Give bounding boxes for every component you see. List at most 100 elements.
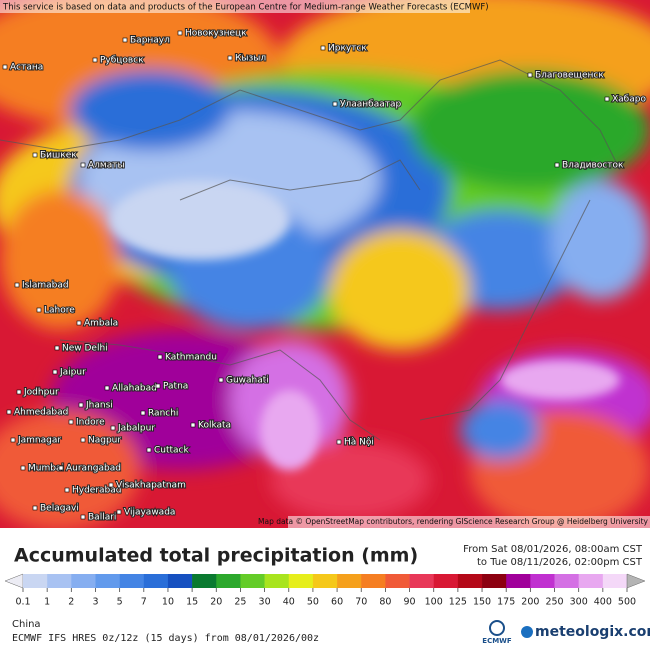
city-label: Kathmandu — [165, 353, 217, 363]
city-label: Jaipur — [59, 368, 86, 378]
city-dot — [32, 152, 38, 158]
city-label: Belagavi — [40, 504, 79, 514]
colorbar-tick-label: 300 — [570, 597, 588, 608]
city-label: Хабаро — [612, 95, 646, 105]
colorbar-segment — [288, 574, 314, 588]
city-dot — [80, 514, 86, 520]
legend-area: Accumulated total precipitation (mm) Fro… — [4, 544, 650, 645]
colorbar-arrow — [626, 573, 646, 589]
colorbar-tick-label: 0.1 — [15, 597, 30, 608]
city-label: Ahmedabad — [14, 408, 68, 418]
colorbar-segment — [433, 574, 459, 588]
city-label: Mumbai — [28, 464, 64, 474]
city-dot — [10, 437, 16, 443]
city-dot — [227, 55, 233, 61]
city-dot — [554, 162, 560, 168]
colorbar-segment — [264, 574, 290, 588]
city-dot — [54, 345, 60, 351]
city-dot — [20, 465, 26, 471]
city-dot — [190, 422, 196, 428]
colorbar-segment — [361, 574, 386, 588]
city-label: Nagpur — [88, 436, 121, 446]
colorbar-segment — [385, 574, 410, 588]
colorbar-tick-label: 90 — [404, 597, 416, 608]
colorbar-tick-label: 250 — [545, 597, 563, 608]
city-dot — [177, 30, 183, 36]
city-label: Владивосток — [562, 161, 624, 171]
colorbar-segment — [143, 574, 169, 588]
city-label: Allahabad — [112, 384, 157, 394]
city-label: Jhansi — [85, 401, 113, 411]
city-dot — [116, 509, 122, 515]
city-label: Рубцовск — [100, 56, 144, 66]
colorbar-tick-label: 2 — [68, 597, 74, 608]
city-label: Patna — [163, 382, 188, 392]
city-label: Астана — [10, 63, 43, 73]
colorbar-tick-label: 20 — [210, 597, 222, 608]
city-label: Visakhapatnam — [116, 481, 186, 491]
city-dot — [14, 282, 20, 288]
colorbar-tick-label: 25 — [234, 597, 246, 608]
city-dot — [16, 389, 22, 395]
city-dot — [80, 437, 86, 443]
city-label: Иркутск — [328, 44, 367, 54]
colorbar-tick-label: 10 — [162, 597, 174, 608]
precipitation-map: This service is based on data and produc… — [0, 0, 650, 528]
colorbar-tick-label: 100 — [425, 597, 443, 608]
city-dot — [52, 369, 58, 375]
colorbar-tick-label: 200 — [521, 597, 539, 608]
colorbar-segment — [23, 574, 48, 588]
city-dot — [78, 402, 84, 408]
colorbar-tick-label: 150 — [473, 597, 491, 608]
city-dot — [336, 439, 342, 445]
colorbar-segment — [482, 574, 507, 588]
city-label: Jabalpur — [117, 424, 155, 434]
city-label: New Delhi — [62, 344, 108, 354]
colorbar-segment — [506, 574, 531, 588]
city-dot — [68, 419, 74, 425]
colorbar-tick-label: 175 — [497, 597, 515, 608]
city-dot — [36, 307, 42, 313]
city-label: Aurangabad — [66, 464, 121, 474]
colorbar-tick-label: 15 — [186, 597, 198, 608]
notice-bg — [0, 0, 470, 13]
city-label: Hyderabad — [72, 486, 122, 496]
city-label: Благовещенск — [535, 71, 604, 81]
model-info: ECMWF IFS HRES 0z/12z (15 days) from 08/… — [12, 633, 319, 644]
colorbar-arrow — [4, 573, 24, 589]
city-label: Islamabad — [22, 281, 69, 291]
city-dot — [320, 45, 326, 51]
colorbar-tick-label: 7 — [141, 597, 147, 608]
city-dot — [58, 465, 64, 471]
city-label: Ballari — [88, 513, 116, 523]
city-dot — [2, 64, 8, 70]
city-dot — [76, 320, 82, 326]
colorbar-segment — [47, 574, 72, 588]
city-dot — [155, 383, 161, 389]
city-dot — [218, 377, 224, 383]
city-dot — [108, 482, 114, 488]
colorbar-tick-label: 1 — [44, 597, 50, 608]
colorbar-tick-label: 3 — [92, 597, 98, 608]
city-dot — [104, 385, 110, 391]
colorbar-segment — [530, 574, 555, 588]
colorbar-segment — [119, 574, 145, 588]
city-label: Ambala — [84, 319, 118, 329]
colorbar-tick-label: 30 — [259, 597, 271, 608]
city-label: Барнаул — [130, 36, 170, 46]
city-label: Новокузнецк — [185, 29, 247, 39]
city-dot — [332, 101, 338, 107]
city-label: Vijayawada — [124, 508, 175, 518]
colorbar-tick-label: 70 — [355, 597, 367, 608]
city-dot — [146, 447, 152, 453]
city-label: Ranchi — [148, 409, 178, 419]
city-dot — [6, 409, 12, 415]
colorbar-segment — [216, 574, 241, 588]
brand-icon — [521, 626, 533, 638]
city-label: Hà Nội — [344, 437, 374, 448]
region: China — [12, 619, 41, 630]
colorbar-tick-label: 80 — [379, 597, 391, 608]
city-label: Бишкек — [40, 151, 77, 161]
colorbar-tick-label: 60 — [331, 597, 343, 608]
